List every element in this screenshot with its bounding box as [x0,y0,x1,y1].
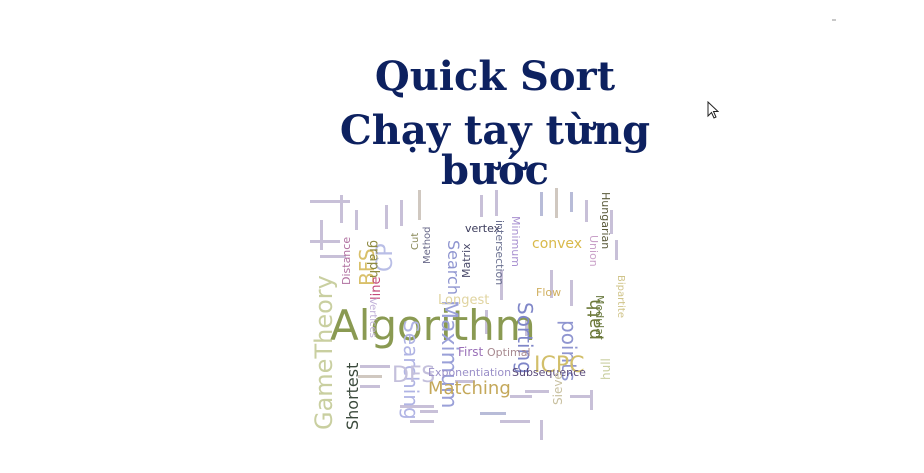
wordcloud-word: Cut [410,233,421,250]
slide-title-line2: Chạy tay từng bước [339,107,651,194]
wordcloud-small-word [455,380,475,383]
wordcloud-word: CP [373,243,398,272]
wordcloud-word: Maximum [436,300,461,408]
wordcloud-word: First [458,345,484,359]
wordcloud-word: Hungarian [599,192,612,249]
wordcloud-word: Optimal [487,346,531,359]
wordcloud-small-word [510,395,532,398]
wordcloud-small-word [570,395,590,398]
wordcloud-word: Matching [428,378,511,399]
slide-title-line1: Quick Sort [374,53,616,100]
wordcloud-small-word [540,192,543,216]
wordcloud-small-word [495,190,498,216]
wordcloud-word: Union [587,235,600,267]
wordcloud-word: Distance [340,237,353,285]
wordcloud-word: DFS [392,363,435,388]
wordcloud-word: points [557,320,581,381]
wordcloud-word: Algorithm [330,301,536,350]
wordcloud-small-word [400,200,403,226]
wordcloud-word: ICPC [534,353,584,378]
wordcloud-small-word [410,420,434,423]
wordcloud-small-word [320,220,323,250]
wordcloud-small-word [340,195,343,223]
wordcloud-small-word [590,390,593,410]
wordcloud-word: Minimum [509,216,522,267]
wordcloud-small-word [485,310,488,334]
wordcloud-small-word [480,195,483,217]
wordcloud-small-word [550,270,553,298]
wordcloud-word: Sorting [513,302,537,374]
wordcloud-word: Shortest [343,363,362,430]
wordcloud-small-word [525,390,549,393]
wordcloud-small-word [360,385,380,388]
wordcloud-small-word [555,188,558,218]
wordcloud-word: graph [366,240,381,278]
wordcloud-word: intersection [493,220,506,285]
wordcloud-word: convex [532,236,582,252]
wordcloud-small-word [540,420,543,440]
wordcloud-word: Searching [399,320,423,420]
wordcloud-small-word [310,200,350,203]
wordcloud-word: Flow [536,286,561,299]
wordcloud-word: BFS [355,248,379,286]
wordcloud-word: Longest [438,293,489,308]
wordcloud-small-word [320,255,346,258]
wordcloud-small-word [310,240,340,243]
wordcloud-word: Matrix [460,243,473,278]
wordcloud-small-word [500,420,530,423]
wordcloud-small-word [615,240,618,260]
wordcloud-small-word [418,190,421,220]
mouse-pointer-icon [707,101,719,119]
wordcloud-small-word [585,200,588,222]
wordcloud-small-word [525,320,528,336]
wordcloud-small-word [570,280,573,306]
wordcloud-word: Method [422,226,433,264]
wordcloud-small-word [610,210,613,234]
wordcloud-word: vertex [465,222,501,235]
wordcloud-small-word [358,375,382,378]
wordcloud-small-word [385,205,388,229]
wordcloud-word: Exponentiation [428,366,511,379]
wordcloud-small-word [420,410,438,413]
wordcloud-word: Search [444,240,463,295]
wordcloud-word: Subsequence [512,366,586,379]
wordcloud-small-word [480,412,506,415]
wordcloud-word: Sieve [551,372,565,405]
wordcloud-filler [310,188,618,440]
wordcloud-word: GameTheory [310,275,338,430]
wordcloud-small-word [355,210,358,230]
wordcloud-word: line [369,277,384,300]
wordcloud-small-word [400,405,434,408]
wordcloud-word: Modular [593,295,606,340]
wordcloud-small-word [570,192,573,212]
wordcloud-word: hull [599,358,613,380]
screen-dot [832,19,836,21]
wordcloud-word: Bipartite [615,275,626,318]
wordcloud-word: Vertices [367,298,378,338]
wordcloud-small-word [360,365,390,368]
wordcloud-word: path [584,299,605,340]
wordcloud-small-word [500,270,503,300]
